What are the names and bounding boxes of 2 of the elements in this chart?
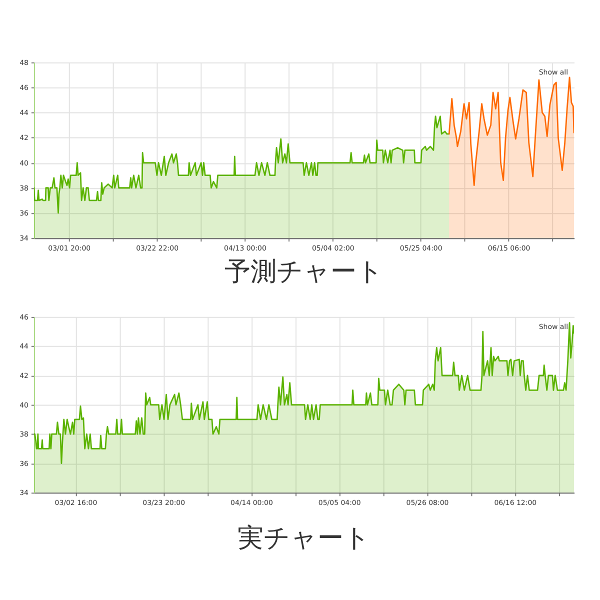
text: 実チャート [237, 524, 370, 554]
text: 予測チャート [224, 256, 384, 287]
